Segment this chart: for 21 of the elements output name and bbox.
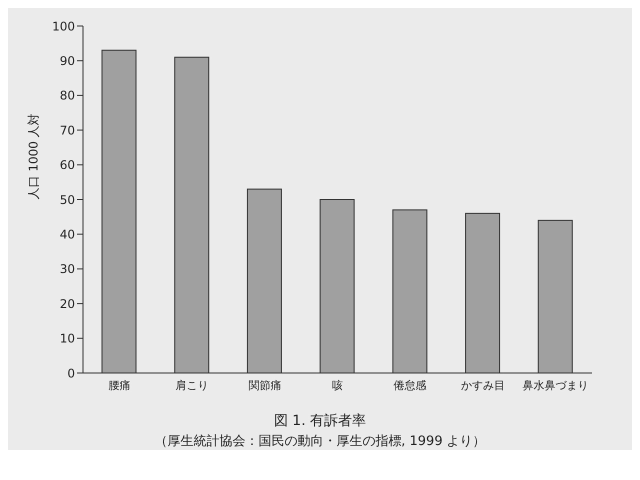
x-tick-label: 腰痛	[108, 378, 130, 392]
x-tick-label: 鼻水鼻づまり	[522, 378, 589, 392]
x-tick-label: 倦怠感	[394, 378, 427, 392]
y-tick-label: 0	[67, 366, 75, 380]
y-tick-label: 40	[60, 227, 75, 242]
y-tick-label: 60	[60, 158, 75, 172]
y-tick-label: 70	[60, 123, 75, 138]
x-tick-label: 咳	[332, 378, 343, 392]
y-tick-label: 90	[60, 54, 75, 68]
y-axis-title: 人口 1000 人対	[26, 113, 40, 200]
y-tick-label: 10	[60, 332, 75, 346]
y-tick-label: 80	[60, 88, 75, 103]
y-tick-label: 20	[60, 296, 75, 311]
x-tick-label: 肩こり	[176, 378, 209, 392]
y-tick-label: 30	[60, 262, 75, 276]
x-tick-label: 関節痛	[248, 378, 282, 392]
text: 図 1. 有訴者率	[272, 412, 368, 430]
x-tick-label: かすみ目	[460, 378, 505, 392]
y-tick-label: 50	[60, 192, 75, 207]
y-tick-label: 100	[52, 19, 75, 34]
text: （厚生統計協会：国民の動向・厚生の指標, 1999 より）	[153, 433, 487, 450]
